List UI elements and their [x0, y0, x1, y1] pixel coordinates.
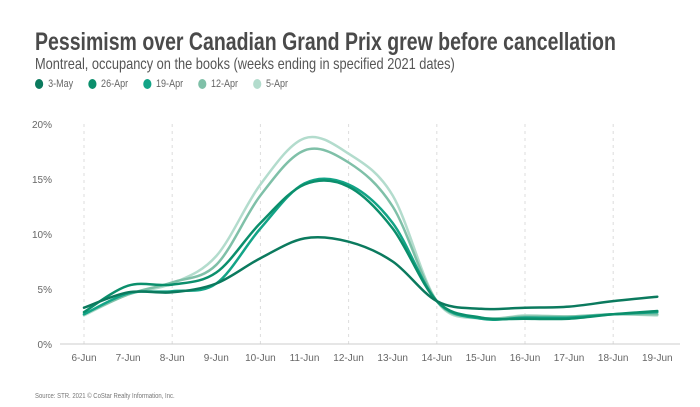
- y-tick-label: 20%: [32, 120, 52, 131]
- x-tick-label: 12-Jun: [333, 353, 364, 364]
- legend-item: 26-Apr: [87, 78, 129, 90]
- y-tick-label: 5%: [38, 285, 53, 296]
- y-tick-label: 15%: [32, 175, 52, 186]
- legend-item: 3-May: [35, 78, 73, 90]
- legend-label: 26-Apr: [101, 78, 129, 90]
- y-tick-label: 0%: [38, 340, 53, 351]
- x-tick-label: 8-Jun: [160, 353, 185, 364]
- legend-label: 19-Apr: [156, 78, 184, 90]
- x-tick-label: 13-Jun: [377, 353, 408, 364]
- legend-swatch: [35, 79, 44, 89]
- chart-title: Pessimism over Canadian Grand Prix grew …: [35, 28, 616, 56]
- x-tick-label: 11-Jun: [290, 353, 320, 364]
- legend: 3-May 26-Apr 19-Apr 12-Apr 5-Apr: [35, 78, 288, 90]
- legend-swatch: [197, 79, 207, 89]
- legend-swatch: [87, 79, 97, 89]
- x-tick-label: 14-Jun: [422, 353, 453, 364]
- legend-item: 19-Apr: [142, 78, 184, 90]
- legend-label: 5-Apr: [265, 78, 289, 90]
- legend-item: 5-Apr: [252, 78, 289, 90]
- x-tick-label: 16-Jun: [510, 353, 541, 364]
- legend-label: 12-Apr: [210, 78, 239, 90]
- x-tick-label: 17-Jun: [554, 353, 585, 364]
- legend-label: 3-May: [48, 78, 74, 90]
- x-tick-label: 19-Jun: [642, 353, 673, 364]
- x-tick-label: 18-Jun: [598, 353, 629, 364]
- x-tick-label: 9-Jun: [204, 353, 229, 364]
- series-line-3-May: [82, 235, 659, 311]
- source-note: Source: STR. 2021 © CoStar Realty Inform…: [35, 393, 175, 400]
- legend-swatch: [142, 79, 152, 89]
- chart-subtitle: Montreal, occupancy on the books (weeks …: [35, 56, 455, 73]
- x-tick-label: 15-Jun: [466, 353, 497, 364]
- legend-item: 12-Apr: [197, 78, 239, 90]
- x-tick-label: 6-Jun: [71, 353, 96, 364]
- x-tick-label: 7-Jun: [116, 353, 141, 364]
- legend-swatch: [252, 79, 262, 89]
- series-line-26-Apr: [82, 179, 659, 321]
- x-tick-label: 10-Jun: [245, 353, 276, 364]
- y-tick-label: 10%: [32, 230, 52, 241]
